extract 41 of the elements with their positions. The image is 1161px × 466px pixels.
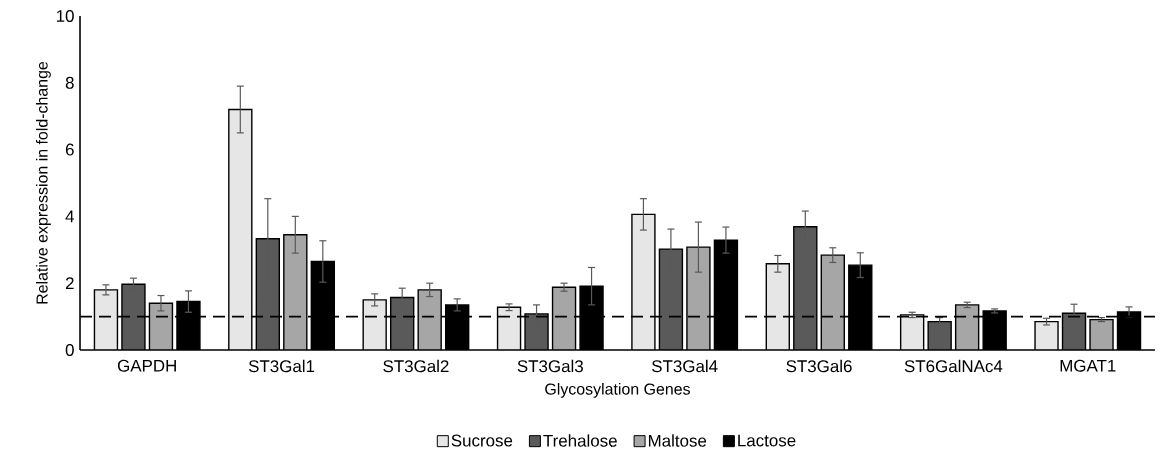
y-tick-label: 2 [65, 277, 74, 290]
y-tick-label: 0 [65, 343, 74, 356]
bar [821, 255, 845, 350]
bar [793, 226, 817, 350]
x-axis-title: Glycosylation Genes [545, 383, 690, 398]
legend-label: Trehalose [543, 434, 617, 447]
bar [283, 234, 307, 350]
y-axis-title: Relative expression in fold-change [35, 61, 51, 304]
bar [390, 297, 414, 350]
x-tick-label: ST3Gal4 [652, 359, 718, 373]
bar [955, 304, 979, 350]
bar [686, 247, 710, 350]
x-tick-label: ST3Gal1 [248, 359, 315, 373]
bar [256, 238, 280, 350]
bar [418, 289, 442, 350]
x-tick-label: ST3Gal2 [383, 359, 449, 373]
bar [1061, 312, 1087, 350]
legend-label: Maltose [648, 434, 707, 447]
x-tick-label: GAPDH [117, 359, 176, 372]
bar [659, 249, 683, 350]
x-tick-label: ST6GalNAc4 [904, 359, 1003, 373]
y-tick-label: 8 [65, 76, 74, 89]
bar [149, 303, 173, 350]
bar [228, 109, 252, 350]
y-tick-label: 6 [65, 143, 74, 156]
legend-label: Lactose [738, 434, 796, 447]
bar [631, 214, 655, 350]
legend-label: Sucrose [451, 434, 513, 447]
bar [497, 307, 521, 350]
bar [552, 287, 576, 350]
y-tick-label: 10 [56, 9, 74, 22]
bar [121, 284, 145, 350]
bar [1034, 320, 1059, 350]
x-tick-label: MGAT1 [1060, 359, 1116, 372]
bar [900, 314, 924, 350]
bar [766, 263, 790, 350]
bar [94, 289, 118, 350]
x-tick-label: ST3Gal3 [517, 359, 583, 373]
x-tick-label: ST3Gal6 [786, 359, 852, 373]
y-tick-label: 4 [65, 210, 74, 223]
bar [1089, 318, 1114, 350]
